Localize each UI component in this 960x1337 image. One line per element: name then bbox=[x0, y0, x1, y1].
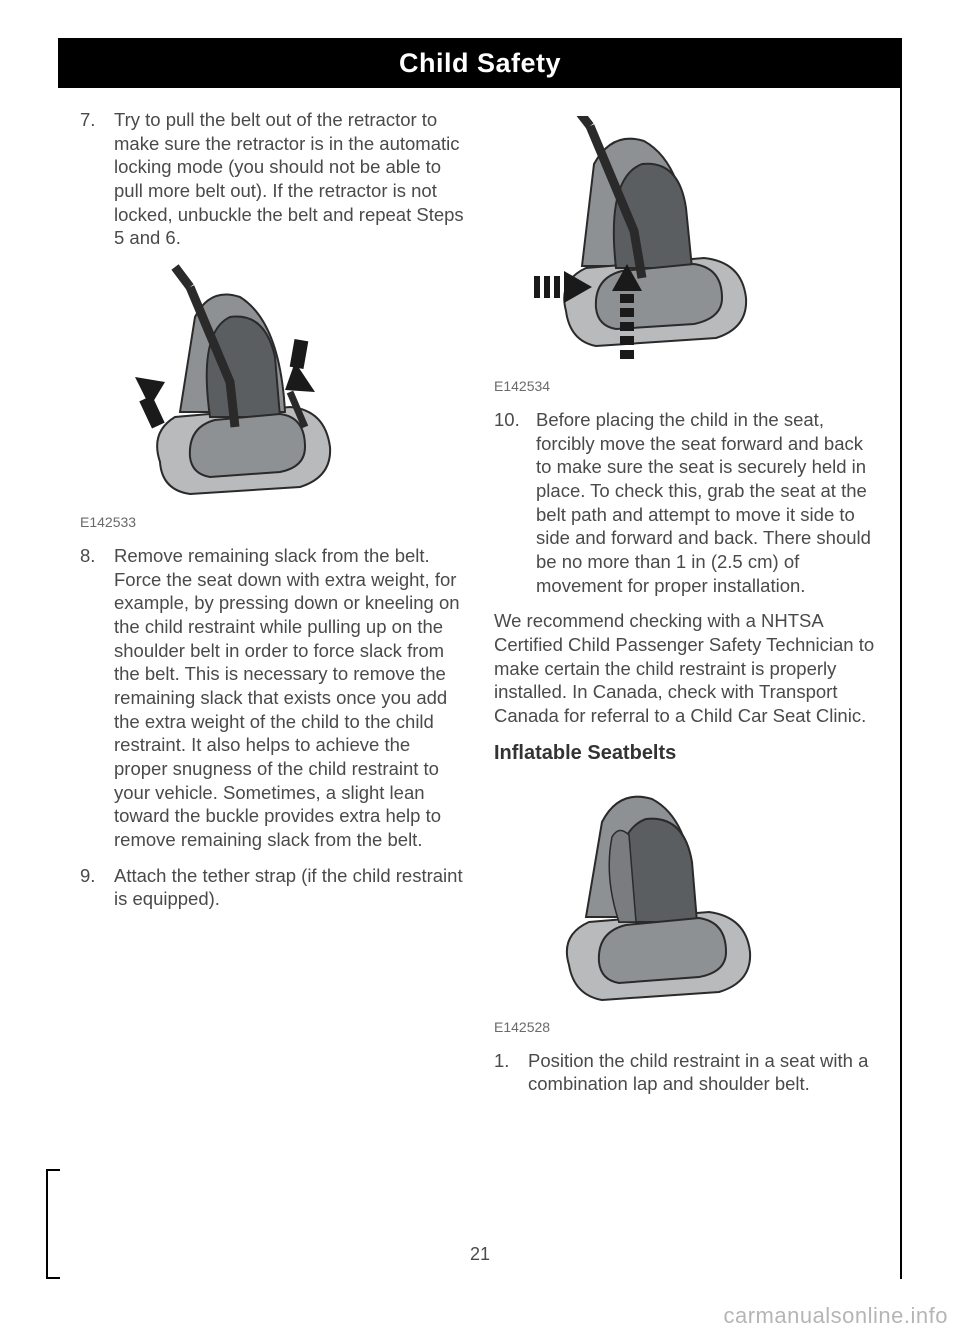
arrow-down-right-icon bbox=[285, 339, 315, 392]
content-area: 7. Try to pull the belt out of the retra… bbox=[80, 108, 880, 1227]
step-9: 9. Attach the tether strap (if the child… bbox=[80, 864, 466, 911]
step-text: Attach the tether strap (if the child re… bbox=[114, 864, 466, 911]
step-text: Before placing the child in the seat, fo… bbox=[536, 408, 880, 597]
step-text: Try to pull the belt out of the retracto… bbox=[114, 108, 466, 250]
step-text: Remove remaining slack from the belt. Fo… bbox=[114, 544, 466, 852]
step-7: 7. Try to pull the belt out of the retra… bbox=[80, 108, 466, 250]
step-number: 8. bbox=[80, 544, 114, 852]
step-number: 1. bbox=[494, 1049, 528, 1096]
step-number: 7. bbox=[80, 108, 114, 250]
page-number: 21 bbox=[0, 1244, 960, 1265]
watermark: carmanualsonline.info bbox=[723, 1303, 948, 1329]
step-number: 10. bbox=[494, 408, 536, 597]
seat-diagram-1 bbox=[80, 262, 380, 512]
right-column: E142534 10. Before placing the child in … bbox=[494, 108, 880, 1227]
step-1-inflatable: 1. Position the child restraint in a sea… bbox=[494, 1049, 880, 1096]
header-bar: Child Safety bbox=[58, 38, 902, 88]
figure-e142528: E142528 bbox=[494, 777, 880, 1035]
figure-label: E142534 bbox=[494, 378, 880, 394]
left-column: 7. Try to pull the belt out of the retra… bbox=[80, 108, 466, 1227]
figure-e142534: E142534 bbox=[494, 116, 880, 394]
arrow-up-left-icon bbox=[135, 377, 165, 429]
step-text: Position the child restraint in a seat w… bbox=[528, 1049, 880, 1096]
step-10: 10. Before placing the child in the seat… bbox=[494, 408, 880, 597]
figure-label: E142533 bbox=[80, 514, 466, 530]
recommendation-paragraph: We recommend checking with a NHTSA Certi… bbox=[494, 609, 880, 727]
seat-diagram-3 bbox=[494, 777, 794, 1017]
figure-label: E142528 bbox=[494, 1019, 880, 1035]
step-number: 9. bbox=[80, 864, 114, 911]
section-heading: Inflatable Seatbelts bbox=[494, 742, 880, 765]
step-8: 8. Remove remaining slack from the belt.… bbox=[80, 544, 466, 852]
seat-diagram-2 bbox=[494, 116, 794, 376]
figure-e142533: E142533 bbox=[80, 262, 466, 530]
page-title: Child Safety bbox=[399, 48, 561, 79]
